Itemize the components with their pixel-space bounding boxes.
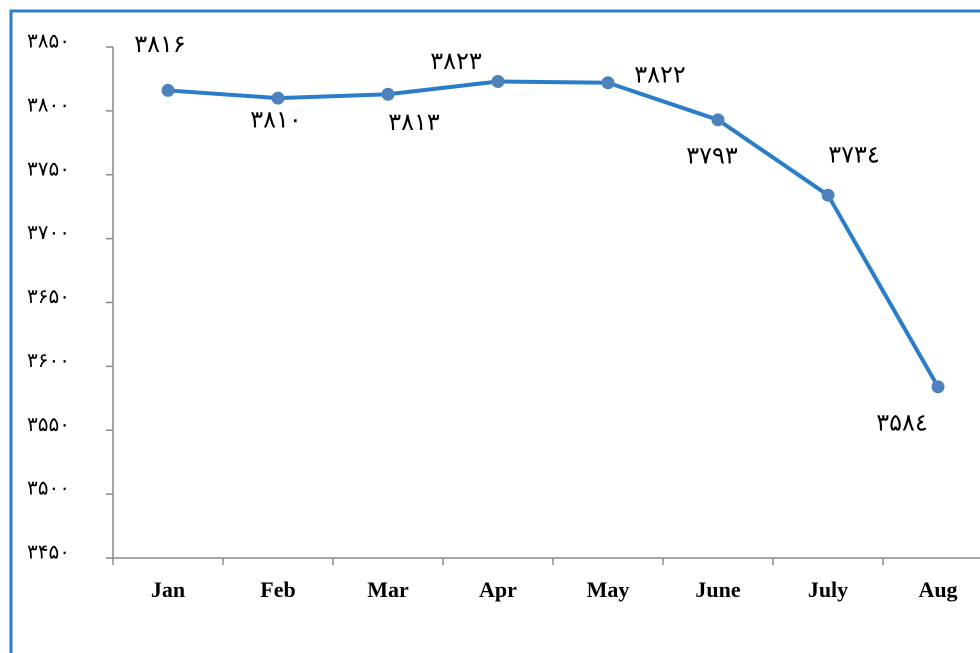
data-label: ۳۵۸٤ bbox=[876, 410, 928, 436]
y-tick-label: ۳۷۵۰ bbox=[27, 158, 70, 180]
data-label: ۳۸۱۶ bbox=[134, 32, 186, 58]
frame bbox=[9, 9, 980, 653]
marker bbox=[711, 113, 725, 127]
y-tick-label: ۳۴۵۰ bbox=[27, 542, 70, 564]
y-tick-label: ۳۷۰۰ bbox=[27, 222, 70, 244]
y-tick-label: ۳۶۰۰ bbox=[27, 350, 70, 372]
x-tick-label: Mar bbox=[367, 577, 409, 602]
data-label: ۳۸۱۳ bbox=[388, 110, 440, 136]
x-tick-label: Feb bbox=[260, 577, 295, 602]
y-tick-label: ۳۵۰۰ bbox=[27, 478, 70, 500]
data-label: ۳۷۹۳ bbox=[686, 143, 738, 169]
x-tick-label: Aug bbox=[918, 577, 957, 602]
x-tick-label: Jan bbox=[151, 577, 185, 602]
marker bbox=[161, 83, 175, 97]
y-tick-label: ۳۸۵۰ bbox=[27, 31, 70, 53]
data-label: ۳۸۲۳ bbox=[430, 49, 482, 75]
marker bbox=[601, 76, 615, 90]
x-tick-label: June bbox=[695, 577, 740, 602]
y-tick-label: ۳۸۰۰ bbox=[27, 94, 70, 116]
line bbox=[167, 79, 940, 388]
marker bbox=[491, 74, 505, 88]
data-label: ۳۸۱۰ bbox=[250, 108, 302, 134]
y-tick-label: ۳۵۵۰ bbox=[27, 414, 70, 436]
marker bbox=[381, 87, 395, 101]
x-tick-label: Apr bbox=[479, 577, 517, 602]
x-tick-label: July bbox=[808, 577, 848, 602]
marker bbox=[931, 380, 945, 394]
x-tick-label: May bbox=[587, 577, 630, 602]
y-tick-label: ۳۶۵۰ bbox=[27, 286, 70, 308]
data-label: ۳۷۳٤ bbox=[828, 143, 880, 169]
data-label: ۳۸۲۲ bbox=[634, 62, 686, 88]
marker bbox=[821, 188, 835, 202]
marker bbox=[271, 91, 285, 105]
